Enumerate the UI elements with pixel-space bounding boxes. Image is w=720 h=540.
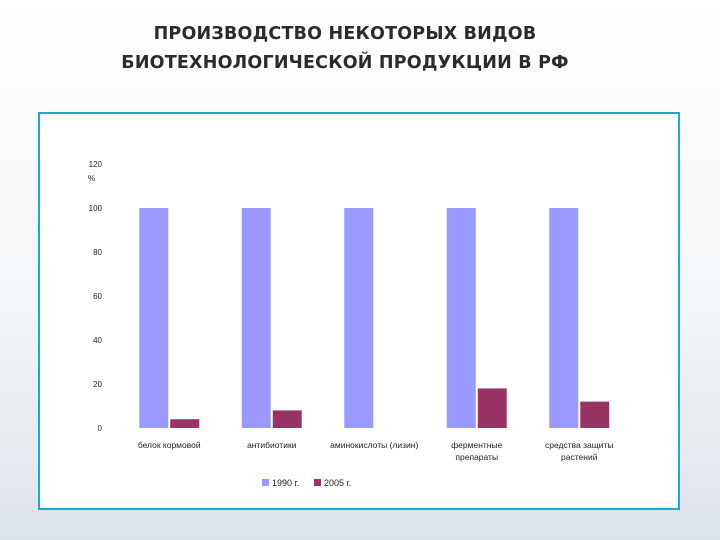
x-category-label-5-line-1: средства защиты [545,440,614,450]
slide-title-line-2: БИОТЕХНОЛОГИЧЕСКОЙ ПРОДУКЦИИ В РФ [121,53,569,73]
x-category-label-4-line-2: препараты [455,452,498,462]
legend-label-1: 1990 г. [272,478,299,488]
slide-title-line-1: ПРОИЗВОДСТВО НЕКОТОРЫХ ВИДОВ [153,24,537,44]
y-tick-label-100: 100 [89,204,103,213]
bar-1-1 [139,208,169,428]
y-tick-label-120: 120 [89,160,103,169]
bar-1-5 [549,208,579,428]
legend-label-2: 2005 г. [324,478,351,488]
bar-1-3 [344,208,374,428]
bar-2-5 [580,401,610,428]
bar-1-4 [446,208,476,428]
y-axis-unit-label: % [88,174,95,183]
bar-2-2 [272,410,302,428]
y-tick-label-20: 20 [93,380,102,389]
y-tick-label-80: 80 [93,248,102,257]
legend-swatch-1 [262,479,269,486]
slide-title: ПРОИЗВОДСТВО НЕКОТОРЫХ ВИДОВ БИОТЕХНОЛОГ… [0,20,690,78]
y-tick-label-60: 60 [93,292,102,301]
bar-chart: 0 20 40 60 80 100 120% белок кормовой антибиотик… [88,160,614,488]
x-category-label-1: белок кормовой [138,440,201,450]
x-category-label-3: аминокислоты (лизин) [330,440,418,450]
x-category-label-2: антибиотики [247,440,297,450]
x-category-label-4-line-1: ферментные [451,440,502,450]
bar-1-2 [241,208,271,428]
x-category-label-5-line-2: растений [561,452,598,462]
bar-2-4 [477,388,507,428]
bar-2-1 [170,419,200,428]
chart-frame: 0 20 40 60 80 100 120% белок кормовой антибиотик… [38,112,680,510]
legend-swatch-2 [314,479,321,486]
y-tick-label-0: 0 [98,424,103,433]
y-tick-label-40: 40 [93,336,102,345]
